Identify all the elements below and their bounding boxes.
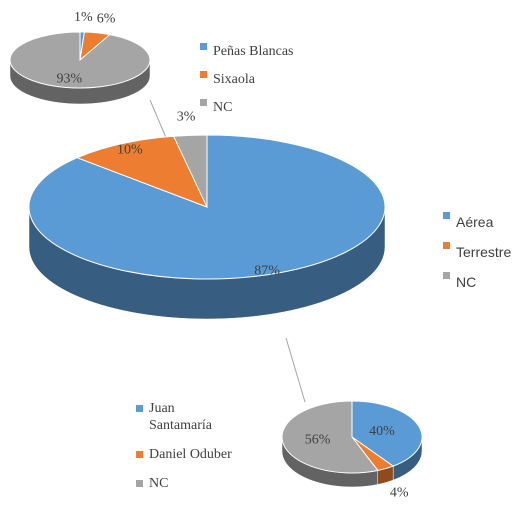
legend-swatch (200, 43, 207, 50)
legend-label: Juan Santamaría (149, 401, 212, 433)
data-label: 1% (74, 10, 93, 25)
legend: Aérea Terrestre NC (443, 207, 511, 297)
leader-line (149, 99, 168, 141)
slice (9, 31, 151, 89)
legend-swatch (136, 405, 143, 412)
legend-item: Juan Santamaría (136, 400, 236, 434)
slice (351, 400, 423, 467)
slice (172, 134, 208, 208)
legend-swatch (136, 480, 143, 487)
legend-swatch (200, 71, 207, 78)
slice (28, 134, 386, 280)
legend-item: Aérea (443, 207, 511, 237)
legend-item: Daniel Oduber (136, 446, 236, 463)
data-label: 40% (369, 424, 395, 439)
data-label: 10% (117, 142, 143, 157)
legend-label: Peñas Blancas (213, 44, 294, 59)
legend-item: Peñas Blancas (200, 38, 293, 66)
data-label: 93% (56, 71, 82, 86)
legend: Juan Santamaría Daniel Oduber NC (136, 400, 236, 492)
data-label: 6% (97, 12, 116, 27)
legend-item: NC (136, 475, 236, 492)
data-label: 4% (390, 485, 409, 500)
legend-swatch (443, 272, 450, 279)
legend-swatch (443, 212, 450, 219)
legend: Peñas Blancas Sixaola NC (200, 38, 293, 122)
legend-label: Sixaola (213, 72, 255, 87)
legend-label: Daniel Oduber (149, 447, 232, 462)
legend-item: NC (443, 267, 511, 297)
legend-item: Terrestre (443, 237, 511, 267)
legend-swatch (136, 451, 143, 458)
legend-label: Aérea (456, 214, 494, 230)
legend-label: Terrestre (456, 244, 512, 260)
legend-swatch (443, 242, 450, 249)
legend-item: NC (200, 94, 293, 122)
leader-line (285, 337, 306, 403)
legend-swatch (200, 99, 207, 106)
slice (75, 135, 208, 208)
slice (281, 400, 379, 474)
legend-label: NC (149, 476, 169, 491)
data-label: 87% (254, 263, 280, 278)
legend-label: NC (213, 100, 233, 115)
data-label: 3% (177, 110, 196, 125)
legend-label: NC (456, 274, 477, 290)
legend-item: Sixaola (200, 66, 293, 94)
data-label: 56% (305, 433, 331, 448)
